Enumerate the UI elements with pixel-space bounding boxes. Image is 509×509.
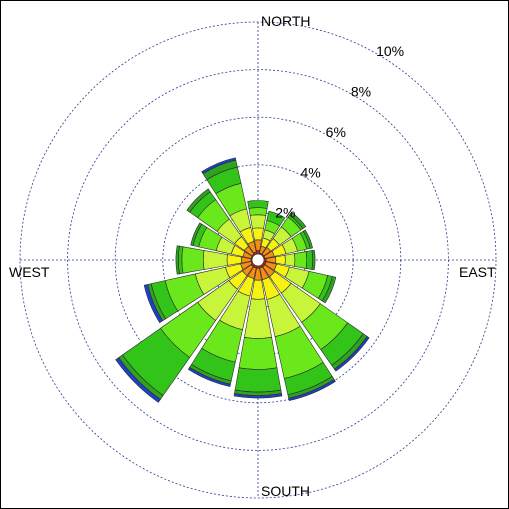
petal-ene-bin-7 xyxy=(302,229,313,249)
petal-nnw-bin-8 xyxy=(201,157,237,175)
petal-s-bin-5 xyxy=(238,336,278,370)
ring-label-2-percent: 2% xyxy=(275,205,295,221)
petal-s-bin-4 xyxy=(244,298,272,339)
petal-w-bin-4 xyxy=(202,250,228,270)
petal-w-bin-7 xyxy=(175,245,180,275)
petal-e-bin-4 xyxy=(284,253,296,267)
petal-s-bin-8 xyxy=(233,393,283,399)
petal-ssw-bin-8 xyxy=(187,366,231,387)
petal-s-bin-6 xyxy=(234,367,282,393)
petal-e-bin-5 xyxy=(293,251,308,269)
calm-circle xyxy=(251,253,265,267)
ring-label-6-percent: 6% xyxy=(326,124,346,140)
petal-sw-bin-8 xyxy=(115,357,161,403)
petal-wsw-bin-8 xyxy=(143,284,164,324)
petal-sse-bin-8 xyxy=(288,379,336,401)
petal-e-bin-6 xyxy=(305,250,314,270)
south-label: SOUTH xyxy=(261,483,310,499)
petal-se-bin-8 xyxy=(334,336,370,372)
ring-label-8-percent: 8% xyxy=(351,84,371,100)
wind-petals xyxy=(115,157,370,403)
petal-n-bin-6 xyxy=(247,200,269,209)
petal-wnw-bin-7 xyxy=(190,222,203,246)
ring-label-4-percent: 4% xyxy=(300,164,320,180)
north-label: NORTH xyxy=(261,13,311,29)
petal-w-bin-5 xyxy=(181,246,205,274)
petal-ese-bin-7 xyxy=(321,276,337,304)
petal-e-bin-3 xyxy=(275,254,286,266)
chart-labels: NORTH SOUTH WEST EAST 2% 4% 6% 8% 10% xyxy=(9,13,496,499)
west-label: WEST xyxy=(9,264,50,280)
petal-e-bin-7 xyxy=(311,249,316,271)
petal-nne-bin-6 xyxy=(266,210,286,227)
petal-nw-bin-7 xyxy=(186,188,211,213)
petal-n-bin-3 xyxy=(252,227,264,241)
petal-n-bin-4 xyxy=(249,214,267,229)
east-label: EAST xyxy=(459,264,496,280)
ring-label-10-percent: 10% xyxy=(376,43,404,59)
petal-ne-bin-7 xyxy=(288,211,307,230)
petal-n-bin-5 xyxy=(248,207,268,216)
petal-w-bin-3 xyxy=(226,254,242,266)
